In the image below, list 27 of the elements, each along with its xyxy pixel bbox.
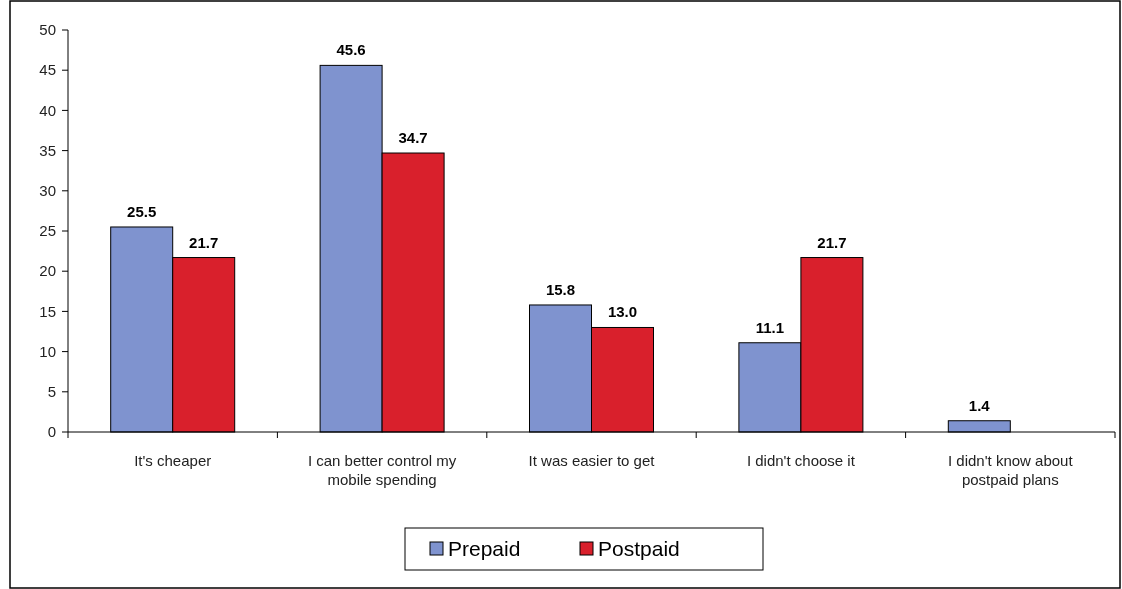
data-label: 21.7 [817,233,847,251]
legend-label: Prepaid [448,537,521,561]
y-tick-label: 30 [39,182,56,200]
y-tick-label: 40 [39,101,56,119]
x-tick-label: I didn't know about postpaid plans [947,452,1074,488]
x-tick-label: It's cheaper [134,452,212,469]
data-label: 11.1 [755,318,785,336]
data-label: 45.6 [336,41,366,59]
y-tick-label: 45 [39,61,56,79]
y-tick-label: 5 [47,383,56,401]
data-label: 34.7 [398,129,428,147]
y-tick-label: 15 [39,302,56,320]
y-tick-label: 10 [39,342,56,360]
data-label: 15.8 [545,280,576,298]
y-tick-label: 0 [47,423,56,441]
y-tick-label: 25 [39,222,56,240]
y-tick-label: 20 [39,262,56,280]
data-label: 25.5 [127,202,157,220]
x-tick-label: I didn't choose it [746,452,856,469]
x-tick-label: It was easier to get [528,452,656,469]
x-tick-label: I can better control my mobile spending [307,452,457,488]
y-tick-label: 35 [39,141,56,159]
y-tick-label: 50 [39,21,56,39]
legend-label: Postpaid [598,537,680,561]
data-label: 1.4 [968,396,991,414]
data-label: 21.7 [189,233,219,251]
data-label: 13.0 [607,303,638,321]
